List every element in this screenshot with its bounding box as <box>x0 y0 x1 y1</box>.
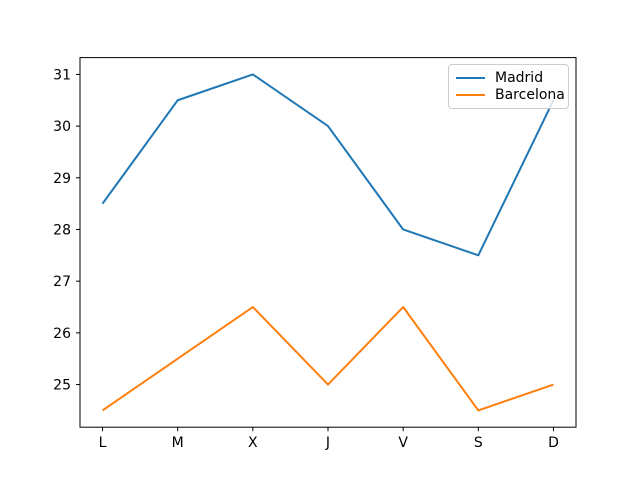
x-tick-label: J <box>325 435 330 451</box>
x-tick-label: D <box>548 435 559 451</box>
x-tick-label: M <box>172 435 184 451</box>
y-tick-label: 30 <box>53 119 71 135</box>
legend-line-swatch-barcelona <box>456 93 485 96</box>
legend: Madrid Barcelona <box>448 64 569 109</box>
y-tick-label: 26 <box>53 326 71 342</box>
x-tick-label: L <box>99 435 107 451</box>
y-tick-label: 28 <box>53 222 71 238</box>
legend-line-swatch-madrid <box>456 77 485 80</box>
axes-frame <box>79 57 577 428</box>
y-tick-label: 27 <box>53 274 71 290</box>
series-line-madrid <box>101 73 555 257</box>
legend-item-madrid: Madrid <box>456 70 561 86</box>
series-line-barcelona <box>101 306 554 412</box>
x-tick-label: X <box>248 435 258 451</box>
y-tick-label: 29 <box>53 171 71 187</box>
y-tick-label: 31 <box>53 67 71 83</box>
legend-label-madrid: Madrid <box>495 70 544 87</box>
x-tick-label: S <box>474 435 483 451</box>
x-tick-label: V <box>398 435 408 451</box>
legend-label-barcelona: Barcelona <box>495 86 565 103</box>
legend-item-barcelona: Barcelona <box>456 87 565 103</box>
y-tick-label: 25 <box>53 378 71 394</box>
